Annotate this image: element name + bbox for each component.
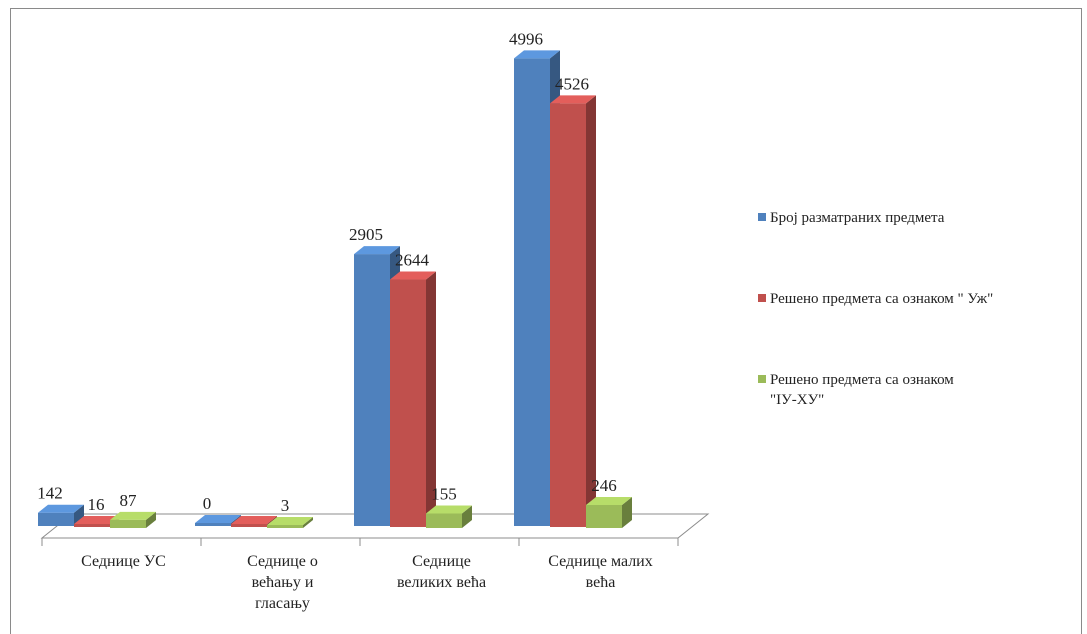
bar-side-3-1 [586,95,596,528]
legend-label: Број разматраних предмета [770,210,945,226]
category-label: већа [586,574,616,591]
bar-top-3-0 [514,50,560,59]
bar-side-0-0 [74,504,84,526]
legend-swatch-0 [758,213,766,221]
chart-bars [38,50,632,528]
data-label: 155 [431,484,457,503]
data-label: 246 [591,476,617,495]
bar-side-0-2 [146,511,156,528]
bar-front-1-2 [267,525,303,528]
data-label: 4996 [509,29,543,48]
bar-front-1-1 [231,524,267,527]
bar-front-3-2 [586,504,622,528]
bar-front-3-1 [550,103,586,528]
data-label: 16 [88,495,105,514]
bar-side-2-1 [426,271,436,527]
category-axis: Седнице УС Седнице о већању и гласању Седниц… [81,553,653,612]
data-label: 3 [281,496,290,515]
bar-top-3-1 [550,95,596,104]
category-label: Седнице малих [548,553,653,570]
data-label: 4526 [555,74,589,93]
bar-top-0-0 [38,504,84,513]
bar-front-1-0 [195,523,231,526]
data-label: 2905 [349,225,383,244]
category-label: већању и [252,574,314,591]
legend-label: "IУ-ХУ" [770,392,824,408]
bar-top-1-1 [231,516,277,524]
category-label: великих већа [397,574,486,591]
chart-legend: Број разматраних предмета Решено предмета… [758,210,993,408]
data-label: 0 [203,494,212,513]
category-label: Седнице [412,553,471,570]
bar-top-0-1 [74,516,120,524]
legend-label: Решено предмета са ознаком " Уж" [770,291,993,307]
bar-top-2-2 [426,505,472,514]
bar-front-0-0 [38,512,74,526]
data-label: 87 [120,491,138,510]
bar-top-3-2 [586,496,632,505]
bar-top-0-2 [110,511,156,520]
bar-front-2-0 [354,254,390,527]
bar-top-2-1 [390,271,436,280]
data-labels: 142 16 87 0 3 2905 2644 155 4996 4526 246 [37,29,617,515]
data-label: 142 [37,484,63,503]
bar-side-1-2 [303,517,313,528]
category-label: гласању [255,595,310,612]
bar-front-0-1 [74,524,110,527]
legend-swatch-1 [758,294,766,302]
bar-front-2-2 [426,513,462,528]
category-label: Седнице УС [81,553,166,570]
category-label: Седнице о [247,553,318,570]
bar-front-0-2 [110,519,146,528]
bar-front-3-0 [514,58,550,527]
data-label: 2644 [395,251,430,270]
bar-top-2-0 [354,246,400,255]
legend-label: Решено предмета са ознаком [770,372,954,388]
bar-top-1-0 [195,515,241,523]
bar-side-2-2 [462,505,472,528]
bar-front-2-1 [390,279,426,527]
legend-swatch-2 [758,375,766,383]
bar-top-1-2 [267,517,313,525]
bar-side-3-2 [622,496,632,528]
